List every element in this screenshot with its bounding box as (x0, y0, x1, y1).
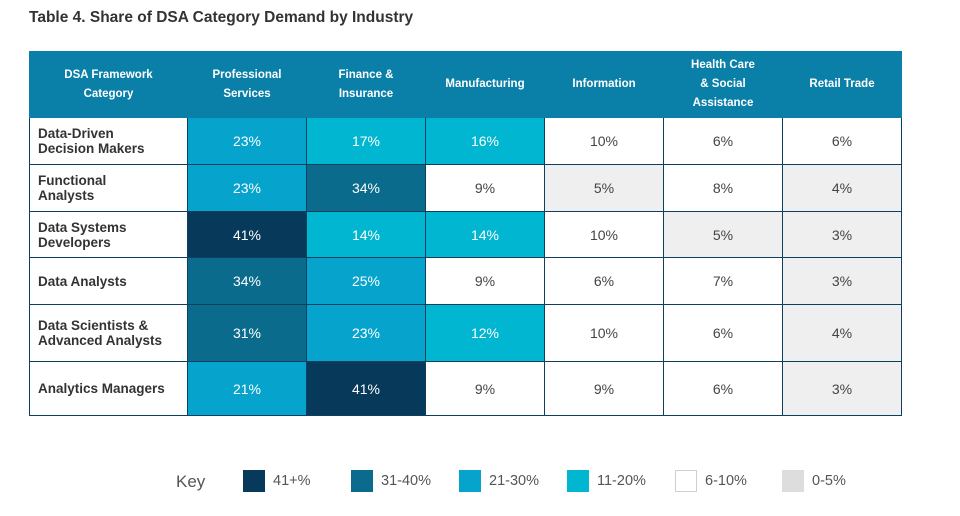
table-row: Data-Driven Decision Makers 23% 17% 16% 10% 6%… (29, 117, 902, 165)
text-line: Analytics Managers (38, 381, 165, 396)
heat-cell: 4% (782, 164, 902, 212)
row-label: Data Scientists & Advanced Analysts (29, 304, 188, 362)
column-header: Manufacturing (425, 51, 545, 118)
text-line: Data Systems (38, 219, 127, 235)
heat-cell: 23% (187, 164, 307, 212)
heat-cell: 23% (306, 304, 426, 362)
column-header: Retail Trade (782, 51, 902, 118)
heat-cell: 14% (306, 211, 426, 258)
heat-cell: 10% (544, 211, 664, 258)
text-line: Developers (38, 234, 111, 250)
legend-label: 31-40% (381, 473, 431, 489)
table-row: Data Scientists & Advanced Analysts 31% 23%… (29, 304, 902, 362)
heat-cell: 31% (187, 304, 307, 362)
legend: Key 41+% 31-40% 21-30% 11-20% 6-10% 0-5% (0, 468, 960, 498)
table-title: Table 4. Share of DSA Category Demand by… (29, 9, 414, 26)
text-line: Health Care (691, 59, 755, 71)
heat-cell: 6% (663, 117, 783, 165)
heat-cell: 6% (782, 117, 902, 165)
heat-cell: 10% (544, 304, 664, 362)
heat-cell: 41% (306, 361, 426, 416)
heat-cell: 6% (663, 304, 783, 362)
legend-label: 11-20% (597, 473, 646, 489)
legend-swatch (782, 470, 804, 492)
heat-cell: 4% (782, 304, 902, 362)
text-line: Finance & (338, 68, 394, 81)
text-line: Data-Driven (38, 126, 114, 141)
heatmap-table: DSA Framework Category Professional Service… (29, 51, 902, 416)
heat-cell: 3% (782, 211, 902, 258)
text-line: Information (572, 78, 636, 90)
legend-label: 41+% (273, 473, 311, 489)
column-header: Health Care & Social Assistance (663, 51, 783, 118)
header-row: DSA Framework Category Professional Service… (29, 51, 902, 118)
column-header: Finance & Insurance (306, 51, 426, 118)
heat-cell: 23% (187, 117, 307, 165)
table-row: Data Systems Developers 41% 14% 14% 10% 5% 3% (29, 211, 902, 258)
row-label: Analytics Managers (29, 361, 188, 416)
table-body: Data-Driven Decision Makers 23% 17% 16% 10% 6%… (29, 117, 902, 416)
column-header: Information (544, 51, 664, 118)
row-label: Data Analysts (29, 257, 188, 305)
text-line: Professional (212, 68, 282, 81)
heat-cell: 41% (187, 211, 307, 258)
text-line: Insurance (338, 87, 394, 100)
table-row: Functional Analysts 23% 34% 9% 5% 8% 4% (29, 164, 902, 212)
heat-cell: 9% (425, 164, 545, 212)
heat-cell: 16% (425, 117, 545, 165)
legend-swatch (243, 470, 265, 492)
text-line: Retail Trade (809, 78, 875, 90)
text-line: Analysts (38, 188, 95, 203)
text-line: Advanced Analysts (38, 333, 163, 348)
header-row-label: DSA Framework Category (29, 51, 188, 118)
heat-cell: 17% (306, 117, 426, 165)
legend-title: Key (176, 472, 206, 491)
heat-cell: 3% (782, 361, 902, 416)
legend-swatch (351, 470, 373, 492)
row-label: Functional Analysts (29, 164, 188, 212)
legend-label: 0-5% (812, 473, 846, 489)
text-line: Category (83, 87, 134, 100)
text-line: Decision Makers (38, 141, 145, 156)
table-row: Data Analysts 34% 25% 9% 6% 7% 3% (29, 257, 902, 305)
text-line: Services (223, 87, 271, 100)
text-line: Data Scientists & (38, 318, 149, 333)
heat-cell: 7% (663, 257, 783, 305)
heat-cell: 8% (663, 164, 783, 212)
legend-swatch (459, 470, 481, 492)
heat-cell: 25% (306, 257, 426, 305)
text-line: & Social (700, 78, 746, 90)
table-row: Analytics Managers 21% 41% 9% 9% 6% 3% (29, 361, 902, 416)
text-line: DSA Framework (64, 68, 153, 81)
heat-cell: 9% (425, 361, 545, 416)
heat-cell: 34% (187, 257, 307, 305)
heat-cell: 5% (663, 211, 783, 258)
column-header: Professional Services (187, 51, 307, 118)
text-line: Data Analysts (38, 273, 127, 289)
row-label: Data Systems Developers (29, 211, 188, 258)
heat-cell: 10% (544, 117, 664, 165)
legend-swatch (567, 470, 589, 492)
legend-label: 6-10% (705, 473, 747, 489)
text-line: Functional (38, 173, 107, 188)
text-line: Assistance (692, 97, 754, 109)
heat-cell: 34% (306, 164, 426, 212)
heat-cell: 5% (544, 164, 664, 212)
legend-swatch (675, 470, 697, 492)
heat-cell: 9% (544, 361, 664, 416)
heat-cell: 3% (782, 257, 902, 305)
legend-label: 21-30% (489, 473, 539, 489)
row-label: Data-Driven Decision Makers (29, 117, 188, 165)
text-line: Manufacturing (445, 78, 525, 90)
heat-cell: 21% (187, 361, 307, 416)
heat-cell: 12% (425, 304, 545, 362)
heat-cell: 6% (544, 257, 664, 305)
heat-cell: 14% (425, 211, 545, 258)
heat-cell: 9% (425, 257, 545, 305)
heat-cell: 6% (663, 361, 783, 416)
